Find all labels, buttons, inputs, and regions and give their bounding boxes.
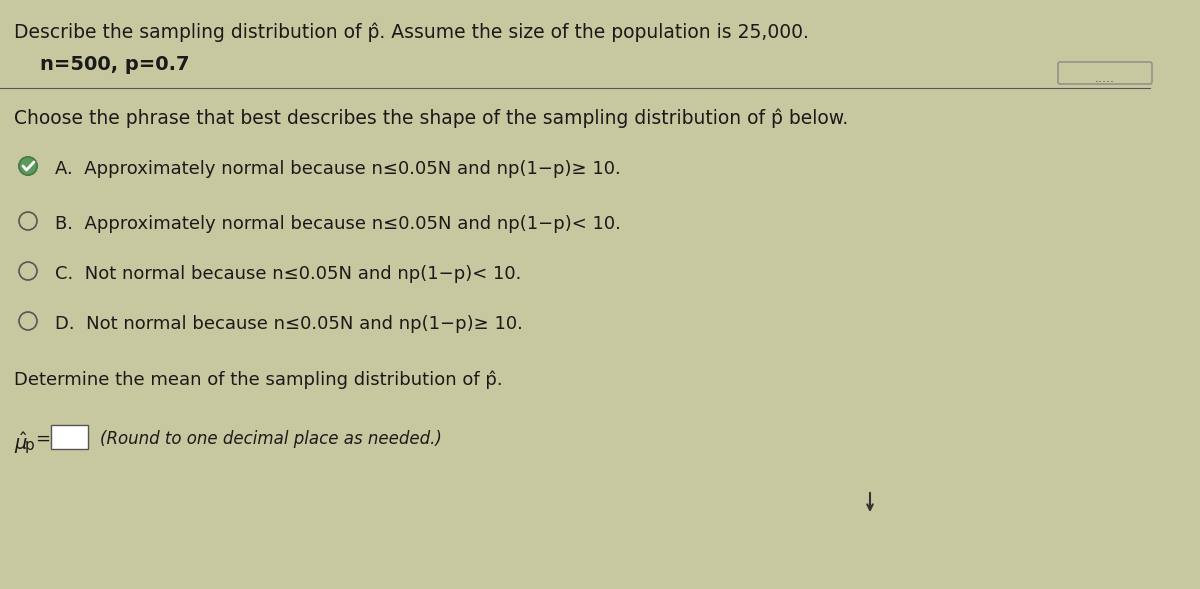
Text: Describe the sampling distribution of p̂. Assume the size of the population is 2: Describe the sampling distribution of p̂… (14, 22, 809, 41)
Text: =: = (35, 430, 50, 448)
FancyBboxPatch shape (1058, 62, 1152, 84)
Text: B.  Approximately normal because n≤0.05N and np(1−p)< 10.: B. Approximately normal because n≤0.05N … (55, 215, 620, 233)
Text: Determine the mean of the sampling distribution of p̂.: Determine the mean of the sampling distr… (14, 370, 503, 389)
Text: p: p (25, 438, 35, 453)
Text: $\hat{\mu}$: $\hat{\mu}$ (14, 430, 28, 456)
FancyBboxPatch shape (50, 425, 88, 449)
Circle shape (19, 312, 37, 330)
Circle shape (19, 157, 37, 175)
Text: Choose the phrase that best describes the shape of the sampling distribution of : Choose the phrase that best describes th… (14, 108, 848, 127)
Circle shape (19, 157, 37, 175)
Text: C.  Not normal because n≤0.05N and np(1−p)< 10.: C. Not normal because n≤0.05N and np(1−p… (55, 265, 521, 283)
Text: D.  Not normal because n≤0.05N and np(1−p)≥ 10.: D. Not normal because n≤0.05N and np(1−p… (55, 315, 523, 333)
Text: .....: ..... (1096, 72, 1115, 85)
Text: n=500, p=0.7: n=500, p=0.7 (40, 55, 190, 74)
Text: (Round to one decimal place as needed.): (Round to one decimal place as needed.) (100, 430, 442, 448)
Circle shape (19, 212, 37, 230)
Circle shape (19, 262, 37, 280)
Text: A.  Approximately normal because n≤0.05N and np(1−p)≥ 10.: A. Approximately normal because n≤0.05N … (55, 160, 620, 178)
